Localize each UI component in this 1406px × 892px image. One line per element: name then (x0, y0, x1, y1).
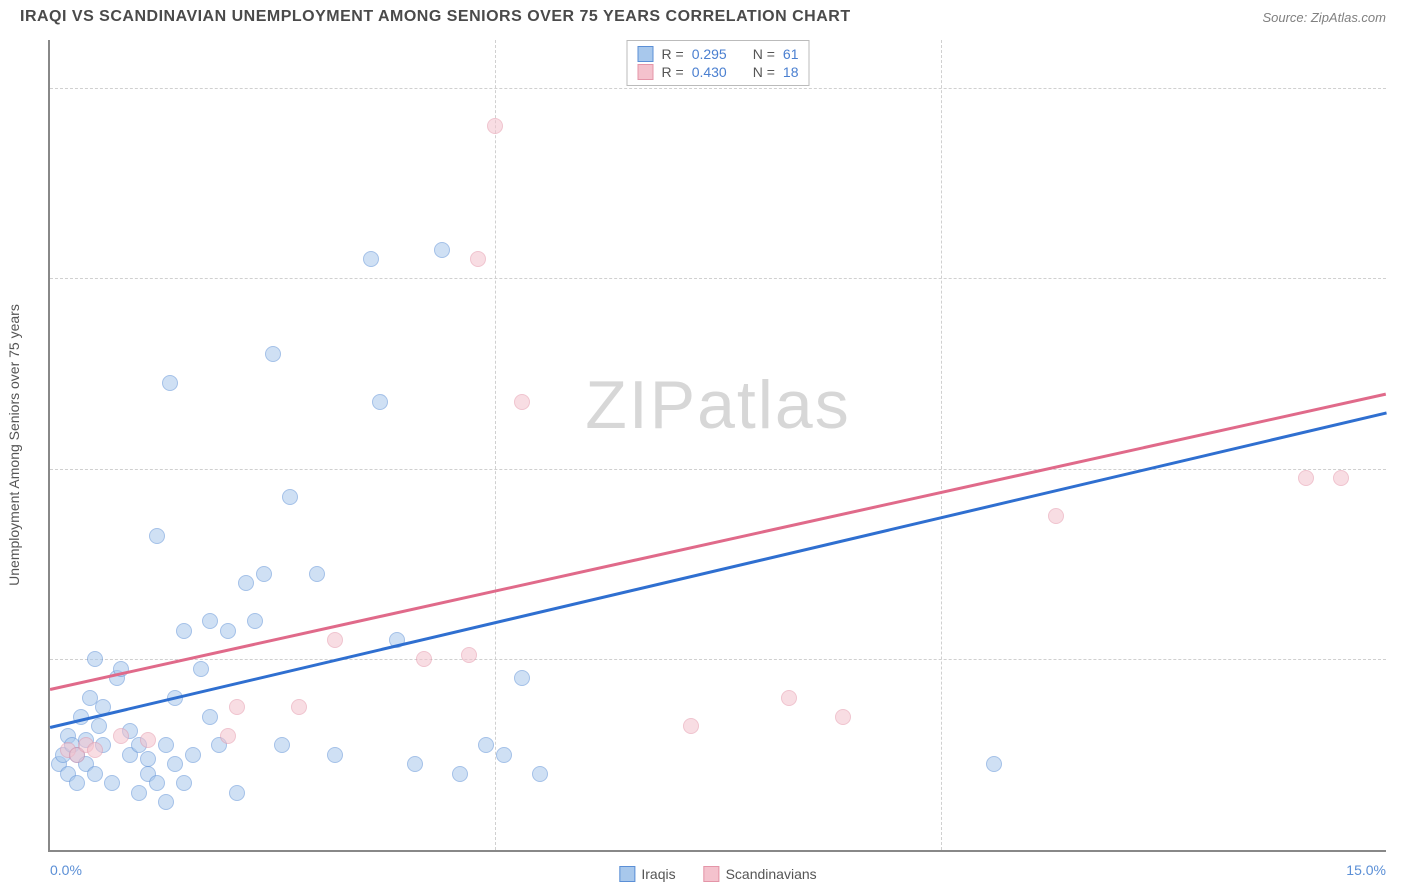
data-point (167, 756, 183, 772)
data-point (176, 623, 192, 639)
data-point (87, 766, 103, 782)
swatch-icon (638, 46, 654, 62)
data-point (202, 709, 218, 725)
data-point (131, 785, 147, 801)
data-point (113, 728, 129, 744)
data-point (149, 775, 165, 791)
r-label: R = (662, 64, 684, 80)
data-point (87, 651, 103, 667)
x-tick-label: 0.0% (50, 862, 82, 878)
swatch-icon (638, 64, 654, 80)
plot-area: 20.0%40.0%60.0%80.0%0.0%15.0% (50, 40, 1386, 850)
data-point (162, 375, 178, 391)
data-point (835, 709, 851, 725)
r-value: 0.295 (692, 46, 727, 62)
data-point (176, 775, 192, 791)
gridline-h (50, 469, 1386, 470)
stats-row: R = 0.295 N = 61 (638, 45, 799, 63)
data-point (220, 623, 236, 639)
trend-line (50, 412, 1387, 729)
data-point (461, 647, 477, 663)
series-legend: Iraqis Scandinavians (619, 866, 816, 882)
swatch-icon (619, 866, 635, 882)
data-point (256, 566, 272, 582)
data-point (193, 661, 209, 677)
data-point (416, 651, 432, 667)
data-point (1048, 508, 1064, 524)
data-point (309, 566, 325, 582)
r-value: 0.430 (692, 64, 727, 80)
n-value: 61 (783, 46, 799, 62)
data-point (87, 742, 103, 758)
trend-line (50, 393, 1387, 691)
data-point (247, 613, 263, 629)
swatch-icon (704, 866, 720, 882)
n-value: 18 (783, 64, 799, 80)
data-point (496, 747, 512, 763)
data-point (265, 346, 281, 362)
source-attribution: Source: ZipAtlas.com (1262, 10, 1386, 25)
data-point (274, 737, 290, 753)
data-point (1333, 470, 1349, 486)
data-point (202, 613, 218, 629)
y-tick-label: 40.0% (1391, 461, 1406, 477)
data-point (149, 528, 165, 544)
y-tick-label: 60.0% (1391, 270, 1406, 286)
data-point (238, 575, 254, 591)
x-tick-label: 15.0% (1346, 862, 1386, 878)
legend-label: Scandinavians (726, 866, 817, 882)
gridline-v (495, 40, 496, 850)
data-point (514, 394, 530, 410)
y-tick-label: 80.0% (1391, 80, 1406, 96)
data-point (470, 251, 486, 267)
legend-item-iraqis: Iraqis (619, 866, 675, 882)
y-axis-title: Unemployment Among Seniors over 75 years (6, 304, 22, 586)
data-point (478, 737, 494, 753)
data-point (327, 632, 343, 648)
data-point (291, 699, 307, 715)
chart-area: Unemployment Among Seniors over 75 years… (48, 40, 1386, 852)
n-label: N = (753, 64, 775, 80)
data-point (434, 242, 450, 258)
data-point (220, 728, 236, 744)
data-point (140, 732, 156, 748)
data-point (229, 785, 245, 801)
legend-label: Iraqis (641, 866, 675, 882)
data-point (140, 751, 156, 767)
data-point (986, 756, 1002, 772)
data-point (452, 766, 468, 782)
stats-legend: R = 0.295 N = 61 R = 0.430 N = 18 (627, 40, 810, 86)
data-point (282, 489, 298, 505)
data-point (327, 747, 343, 763)
chart-title: IRAQI VS SCANDINAVIAN UNEMPLOYMENT AMONG… (20, 8, 851, 26)
data-point (514, 670, 530, 686)
stats-row: R = 0.430 N = 18 (638, 63, 799, 81)
gridline-v (941, 40, 942, 850)
data-point (185, 747, 201, 763)
data-point (158, 794, 174, 810)
data-point (407, 756, 423, 772)
data-point (683, 718, 699, 734)
data-point (1298, 470, 1314, 486)
data-point (532, 766, 548, 782)
data-point (363, 251, 379, 267)
data-point (69, 775, 85, 791)
data-point (372, 394, 388, 410)
data-point (91, 718, 107, 734)
data-point (487, 118, 503, 134)
gridline-h (50, 659, 1386, 660)
legend-item-scandinavians: Scandinavians (704, 866, 817, 882)
y-tick-label: 20.0% (1391, 651, 1406, 667)
gridline-h (50, 88, 1386, 89)
gridline-h (50, 278, 1386, 279)
data-point (781, 690, 797, 706)
data-point (158, 737, 174, 753)
data-point (229, 699, 245, 715)
r-label: R = (662, 46, 684, 62)
n-label: N = (753, 46, 775, 62)
data-point (104, 775, 120, 791)
